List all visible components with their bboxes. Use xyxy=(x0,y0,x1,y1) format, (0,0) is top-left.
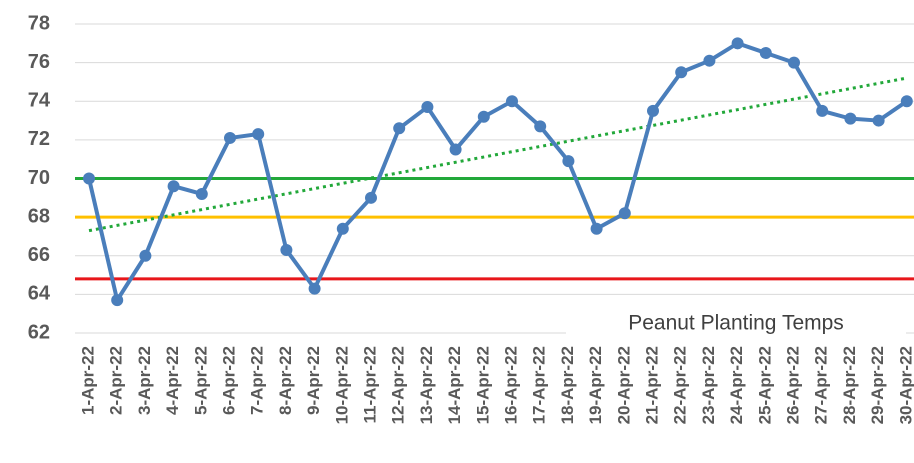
data-point xyxy=(506,95,518,108)
x-tick-label: 27-Apr-22 xyxy=(812,346,831,424)
x-tick-label: 2-Apr-22 xyxy=(107,346,126,415)
data-point xyxy=(675,66,688,79)
x-tick-label: 15-Apr-22 xyxy=(473,346,492,424)
chart-title: Peanut Planting Temps xyxy=(628,312,844,335)
y-tick-label: 62 xyxy=(28,321,50,343)
data-point xyxy=(872,114,885,127)
x-tick-label: 24-Apr-22 xyxy=(727,346,746,424)
data-point xyxy=(421,101,434,114)
trendline xyxy=(88,76,908,233)
data-point xyxy=(224,131,236,144)
data-point xyxy=(195,187,208,200)
x-tick-label: 28-Apr-22 xyxy=(840,346,859,424)
x-tick-label: 26-Apr-22 xyxy=(783,346,802,424)
x-tick-label: 9-Apr-22 xyxy=(304,346,323,415)
x-tick-label: 18-Apr-22 xyxy=(558,346,577,424)
data-point xyxy=(83,172,95,185)
y-tick-label: 74 xyxy=(28,90,51,112)
data-point xyxy=(252,128,265,141)
data-point xyxy=(816,104,829,117)
data-point xyxy=(449,143,462,156)
y-tick-label: 76 xyxy=(28,51,50,73)
y-tick-label: 68 xyxy=(28,205,50,227)
x-tick-label: 23-Apr-22 xyxy=(699,346,718,424)
data-point xyxy=(788,56,800,69)
data-point xyxy=(534,120,547,133)
data-point xyxy=(618,207,631,220)
x-tick-label: 8-Apr-22 xyxy=(276,346,295,415)
x-tick-label: 7-Apr-22 xyxy=(248,346,267,415)
title-box xyxy=(566,296,906,352)
x-tick-label: 21-Apr-22 xyxy=(642,346,661,424)
x-tick-label: 12-Apr-22 xyxy=(389,346,408,424)
data-point xyxy=(336,222,349,235)
x-tick-label: 4-Apr-22 xyxy=(163,346,182,415)
x-tick-label: 30-Apr-22 xyxy=(896,346,914,424)
x-tick-label: 6-Apr-22 xyxy=(219,346,238,415)
data-point xyxy=(647,104,659,117)
data-point xyxy=(590,222,603,235)
x-tick-label: 3-Apr-22 xyxy=(135,346,154,415)
x-tick-label: 20-Apr-22 xyxy=(614,346,633,424)
data-point xyxy=(393,122,406,135)
x-tick-label: 1-Apr-22 xyxy=(78,346,97,415)
y-tick-label: 66 xyxy=(28,244,50,266)
y-tick-label: 72 xyxy=(28,128,50,150)
data-point xyxy=(731,37,744,50)
x-tick-label: 14-Apr-22 xyxy=(445,346,464,424)
data-point xyxy=(139,249,152,262)
x-tick-label: 5-Apr-22 xyxy=(191,346,210,415)
data-point xyxy=(477,110,490,123)
data-point xyxy=(365,191,377,204)
data-point xyxy=(167,180,180,193)
x-tick-label: 10-Apr-22 xyxy=(332,346,351,424)
y-tick-label: 64 xyxy=(28,283,51,305)
x-tick-label: 17-Apr-22 xyxy=(530,346,549,424)
series-line xyxy=(87,41,908,303)
data-point xyxy=(844,112,857,125)
y-tick-label: 70 xyxy=(28,167,50,189)
data-point xyxy=(111,294,124,307)
x-tick-label: 25-Apr-22 xyxy=(755,346,774,424)
data-point xyxy=(308,282,321,295)
data-point xyxy=(280,243,293,256)
x-tick-label: 22-Apr-22 xyxy=(671,346,690,424)
data-point xyxy=(759,46,772,59)
x-tick-label: 29-Apr-22 xyxy=(868,346,887,424)
y-tick-label: 78 xyxy=(28,12,50,34)
x-tick-label: 11-Apr-22 xyxy=(360,346,379,423)
data-point xyxy=(900,95,913,108)
data-point xyxy=(703,54,716,67)
data-point xyxy=(562,155,575,168)
x-tick-label: 13-Apr-22 xyxy=(417,346,436,424)
x-tick-label: 16-Apr-22 xyxy=(501,346,520,424)
x-tick-label: 19-Apr-22 xyxy=(586,346,605,424)
